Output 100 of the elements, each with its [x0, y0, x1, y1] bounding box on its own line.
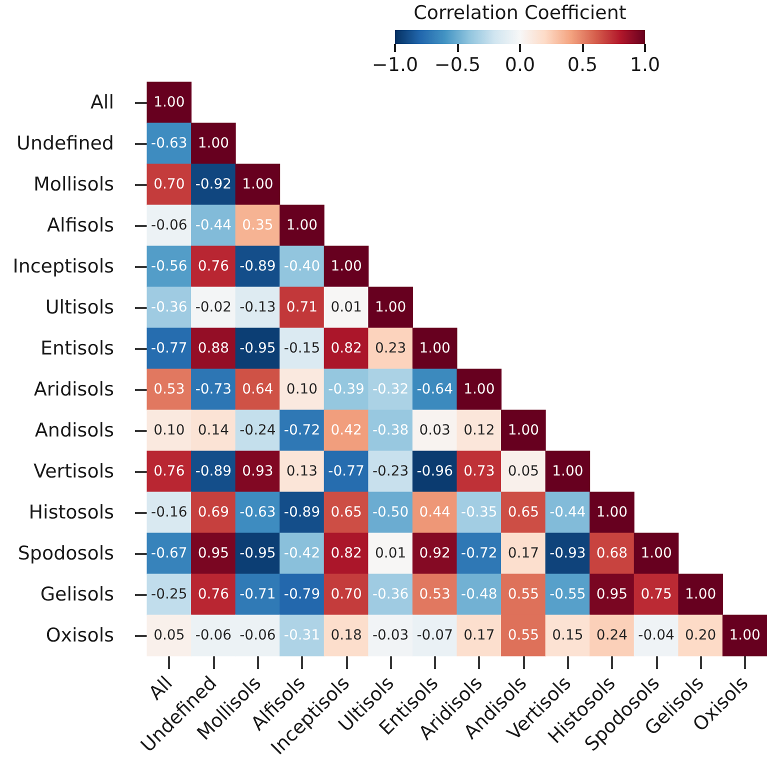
data-label: 0.05	[154, 628, 185, 644]
data-label: -0.89	[240, 258, 276, 274]
data-label: 0.18	[330, 628, 362, 644]
data-label: 0.12	[464, 422, 495, 438]
data-label: -0.03	[372, 628, 409, 644]
data-label: 0.65	[330, 504, 362, 520]
data-label: 0.10	[286, 382, 318, 398]
data-label: -0.44	[195, 218, 232, 234]
data-label: 0.01	[330, 300, 362, 316]
data-label: 0.10	[154, 422, 185, 438]
y-tick-label: Gelisols	[40, 584, 114, 606]
data-label: 0.13	[286, 464, 318, 480]
data-label: 0.95	[596, 586, 628, 602]
data-label: 1.00	[684, 586, 716, 602]
data-label: -0.04	[638, 628, 674, 644]
data-label: -0.36	[372, 586, 409, 602]
data-label: 0.05	[508, 464, 540, 480]
data-label: -0.67	[151, 546, 188, 562]
data-label: 1.00	[464, 382, 495, 398]
data-label: 0.23	[374, 340, 406, 356]
data-label: 0.75	[640, 586, 672, 602]
data-label: -0.71	[240, 586, 276, 602]
data-label: -0.42	[284, 546, 320, 562]
data-label: 1.00	[552, 464, 584, 480]
data-label: 1.00	[154, 94, 185, 110]
data-label: -0.39	[328, 382, 364, 398]
y-tick-label: Entisols	[40, 338, 114, 360]
color-bar-label: −0.5	[434, 54, 481, 76]
data-label: -0.50	[372, 504, 409, 520]
data-label: -0.56	[151, 258, 188, 274]
data-label: -0.24	[240, 422, 276, 438]
data-label: -0.16	[151, 504, 188, 520]
y-tick-label: Oxisols	[46, 624, 114, 646]
data-label: -0.77	[328, 464, 364, 480]
data-label: -0.15	[284, 340, 320, 356]
data-label: -0.40	[284, 258, 320, 274]
data-label: 1.00	[508, 422, 540, 438]
color-bar-title: Correlation Coefficient	[414, 2, 626, 24]
data-label: 0.92	[419, 546, 450, 562]
y-tick-label: Ultisols	[45, 296, 114, 318]
data-label: -0.63	[151, 136, 188, 152]
data-label: -0.92	[195, 176, 232, 192]
data-label: -0.35	[461, 504, 498, 520]
data-label: -0.93	[550, 546, 586, 562]
data-label: -0.48	[461, 586, 498, 602]
data-label: -0.63	[240, 504, 276, 520]
color-bar-label: 0.5	[567, 54, 598, 76]
data-label: -0.72	[284, 422, 320, 438]
data-label: 1.00	[374, 300, 406, 316]
data-label: 0.53	[419, 586, 450, 602]
data-label: -0.95	[240, 340, 276, 356]
data-label: 0.20	[684, 628, 716, 644]
color-bar-label: 1.0	[630, 54, 660, 76]
data-label: 0.35	[242, 218, 274, 234]
data-label: 0.01	[374, 546, 406, 562]
data-label: -0.73	[195, 382, 232, 398]
data-label: 0.24	[596, 628, 628, 644]
data-label: 1.00	[419, 340, 450, 356]
data-label: 0.44	[419, 504, 451, 520]
data-label: -0.07	[416, 628, 453, 644]
data-label: -0.13	[240, 300, 276, 316]
data-label: 1.00	[640, 546, 672, 562]
data-label: -0.38	[372, 422, 409, 438]
data-label: -0.96	[416, 464, 454, 480]
y-tick-label: Mollisols	[33, 174, 114, 196]
y-tick-label: Andisols	[34, 420, 114, 442]
data-label: 0.64	[242, 382, 274, 398]
y-tick-label: Undefined	[16, 132, 114, 154]
data-label: 0.76	[154, 464, 185, 480]
color-bar-label: 0.0	[504, 54, 536, 76]
y-tick-label: All	[90, 92, 114, 114]
data-label: 0.73	[464, 464, 495, 480]
data-label: -0.89	[284, 504, 320, 520]
data-label: -0.06	[240, 628, 276, 644]
y-tick-label: Aridisols	[34, 378, 114, 400]
data-label: 0.65	[508, 504, 540, 520]
data-label: 0.15	[552, 628, 584, 644]
data-label: -0.06	[195, 628, 232, 644]
data-label: 0.71	[286, 300, 318, 316]
y-tick-label: Spodosols	[18, 542, 114, 564]
data-label: -0.55	[550, 586, 586, 602]
data-label: 1.00	[242, 176, 274, 192]
data-label: 0.95	[198, 546, 230, 562]
data-label: -0.02	[195, 300, 232, 316]
data-label: -0.95	[240, 546, 276, 562]
y-tick-label: Histosols	[28, 502, 114, 524]
data-label: 1.00	[330, 258, 362, 274]
data-label: 0.88	[198, 340, 230, 356]
data-label: 0.03	[419, 422, 450, 438]
data-label: 0.76	[198, 258, 230, 274]
data-label: 1.00	[198, 136, 230, 152]
data-label: -0.89	[195, 464, 232, 480]
data-label: 0.69	[198, 504, 230, 520]
data-label: 0.68	[596, 546, 628, 562]
y-tick-label: Vertisols	[34, 460, 114, 482]
y-tick-label: Alfisols	[47, 214, 114, 236]
data-label: -0.79	[284, 586, 320, 602]
data-label: 0.14	[198, 422, 230, 438]
data-label: -0.23	[372, 464, 409, 480]
data-label: -0.44	[550, 504, 586, 520]
